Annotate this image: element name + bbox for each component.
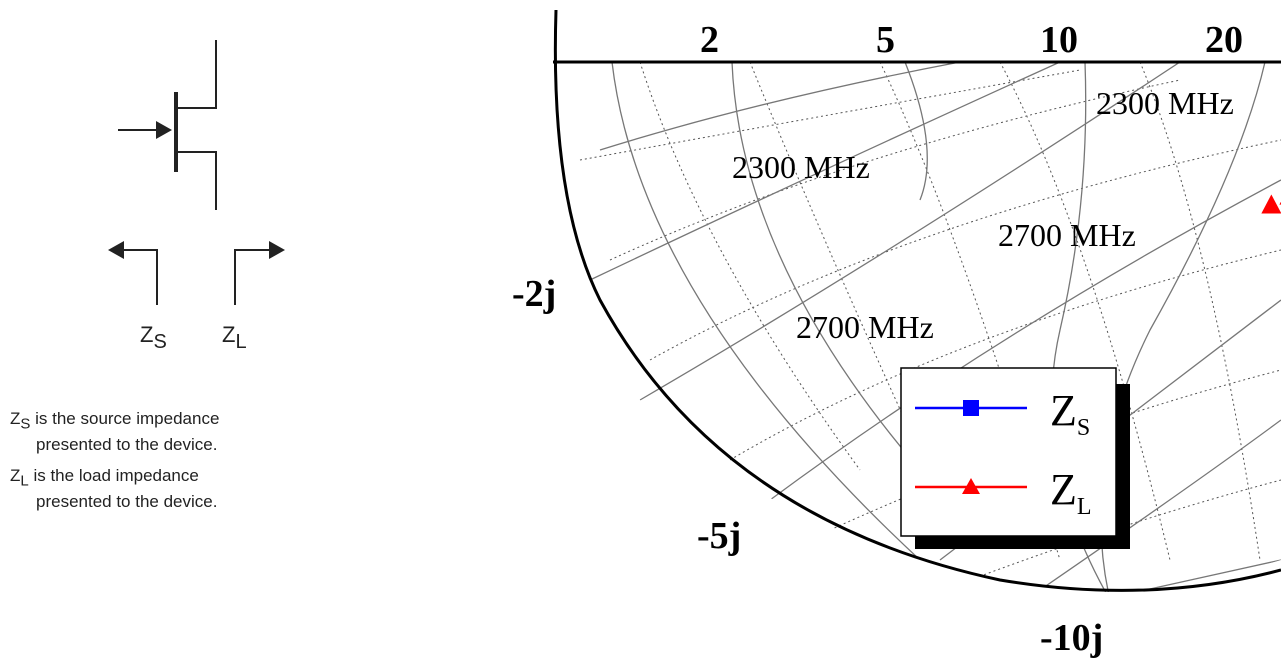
legend-zs-marker — [963, 400, 979, 416]
zl-arrow-icon — [269, 241, 285, 259]
zs-label: ZS — [140, 322, 167, 353]
legend-box — [900, 367, 1117, 537]
zs-description: ZS is the source impedance presented to … — [10, 409, 220, 455]
reactance-label-minus2j: -2j — [512, 273, 556, 315]
zl-description: ZL is the load impedance presented to th… — [10, 466, 218, 512]
reactance-label-minus10j: -10j — [1040, 617, 1103, 659]
device-schematic: ZS ZL — [108, 40, 285, 353]
legend-zl-marker — [962, 478, 980, 494]
smith-boundary — [553, 9, 1281, 592]
transistor-symbol — [118, 40, 217, 210]
zl-marker-0 — [1261, 194, 1281, 214]
legend: ZS ZL — [900, 367, 1130, 549]
zs-arrow-icon — [108, 241, 124, 259]
zl-label: ZL — [222, 322, 247, 353]
zs-start-freq-label: 2300 MHz — [1096, 85, 1234, 121]
legend-zs-label: ZS — [1050, 386, 1090, 441]
zl-arrow-line — [234, 249, 270, 305]
resistance-label-10: 10 — [1040, 19, 1078, 61]
resistance-label-20: 20 — [1205, 19, 1243, 61]
gate-arrow-icon — [156, 121, 172, 139]
zs-arrow-line — [122, 249, 158, 305]
zl-start-freq-label: 2300 MHz — [732, 149, 870, 185]
resistance-label-5: 5 — [876, 19, 895, 61]
resistance-label-2: 2 — [700, 19, 719, 61]
reactance-label-minus5j: -5j — [697, 515, 741, 557]
legend-zl-label: ZL — [1050, 465, 1092, 520]
zl-end-freq-label: 2700 MHz — [796, 309, 934, 345]
zs-end-freq-label: 2700 MHz — [998, 217, 1136, 253]
